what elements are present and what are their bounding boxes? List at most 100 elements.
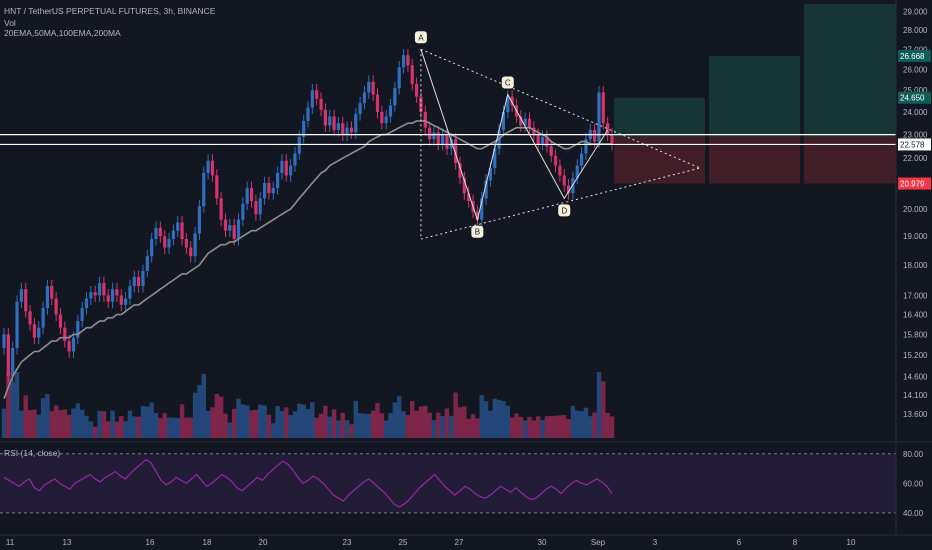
candle-body (367, 81, 371, 93)
volume-bar (427, 412, 432, 438)
price-label-box (898, 91, 931, 104)
price-axis[interactable]: 13.600 14.100 14.600 15.200 15.800 16.400 17.0… (895, 0, 928, 535)
rsi-label: RSI (14, close) (4, 448, 61, 458)
candle-body (249, 188, 254, 202)
candle-body (115, 289, 119, 296)
time-axis[interactable]: 11 13 16 18 20 23 25 27 30 Sep 3 6 8 10 (0, 534, 932, 547)
candle-body (232, 225, 236, 240)
price-tick-label: 18.000 (903, 261, 928, 270)
candle-body (106, 295, 110, 302)
candle-body (584, 139, 588, 154)
candle-body (119, 295, 123, 305)
volume-bar (531, 420, 537, 438)
volume-bar (527, 416, 532, 438)
candle-body (193, 233, 197, 257)
volume-bar (405, 415, 411, 438)
volume-bar (449, 415, 454, 438)
volume-bar (279, 410, 285, 438)
price-label-box (898, 49, 931, 62)
volume-bar (227, 422, 233, 438)
volume-bar (522, 420, 528, 438)
candle-body (24, 289, 28, 312)
candle-body (410, 65, 414, 84)
candle-body (102, 283, 106, 296)
price-tick-label: 15.800 (903, 330, 928, 339)
price-label-text: 26.668 (900, 52, 925, 61)
volume-bar (314, 417, 319, 438)
volume-bar (110, 410, 115, 438)
candle-body (262, 182, 267, 199)
candle-body (202, 172, 206, 207)
candle-body (297, 136, 301, 154)
candle-body (510, 96, 514, 106)
candle-body (458, 163, 462, 178)
volume-bar (349, 424, 354, 438)
volume-bar (596, 372, 602, 438)
volume-bar (336, 420, 341, 438)
volume-bar (514, 413, 519, 438)
candle-body (441, 134, 445, 144)
candle-body (189, 247, 193, 257)
candle-body (523, 118, 527, 126)
ema-line (3, 120, 612, 399)
volume-bar (331, 409, 337, 438)
candle-body (11, 347, 15, 377)
volume-bar (562, 415, 567, 438)
candle-body (284, 160, 288, 176)
candle-body (58, 314, 63, 328)
candle-body (553, 155, 558, 166)
volume-bar (231, 408, 237, 438)
volume-bar (544, 416, 550, 438)
volume-bar (292, 411, 298, 438)
candle-body (436, 132, 440, 144)
rsi-line (3, 459, 613, 508)
volume-bar (53, 405, 59, 438)
rsi-axis-label: 60.00 (903, 479, 924, 488)
price-tick-label: 29.000 (903, 7, 928, 16)
price-label-box (898, 177, 931, 190)
candle-body (67, 341, 71, 352)
volume-bar (483, 401, 489, 438)
volume-bar (588, 416, 593, 438)
target-zone (804, 4, 896, 137)
candle-body (302, 120, 306, 137)
volume-bar (19, 410, 24, 438)
candle-body (97, 283, 102, 296)
volume-bar (275, 406, 280, 438)
pattern-point-label: D (561, 206, 567, 215)
time-tick-label: 6 (737, 538, 742, 547)
price-labels: 26.668 24.650 22.578 20.979 (898, 49, 931, 190)
price-label-text: 24.650 (900, 94, 925, 103)
volume-bar (179, 404, 185, 438)
candle-body (80, 308, 84, 322)
volume-bar (6, 372, 11, 438)
candle-body (432, 132, 436, 140)
volume-bar (153, 412, 159, 438)
candle-body (210, 160, 215, 176)
volume-bar (288, 415, 293, 438)
candle-body (610, 134, 614, 144)
volume-bar (1, 408, 7, 438)
volume-bar (496, 399, 502, 438)
candle-body (406, 55, 410, 66)
volume-bar (162, 413, 167, 438)
volume-bar (410, 401, 415, 438)
volume-bar (462, 406, 467, 438)
volume-bar (475, 418, 480, 438)
volume-bar (119, 416, 124, 438)
candle-body (50, 286, 54, 299)
volume-bar (383, 420, 389, 438)
volume-bar (236, 398, 241, 438)
volume-bar (245, 405, 250, 438)
candle-body (132, 276, 136, 287)
volume-bar (370, 410, 376, 438)
candle-body (562, 175, 566, 186)
candle-body (110, 289, 115, 302)
candle-body (414, 83, 419, 97)
volume-bar (188, 417, 193, 438)
pattern-point-badge (501, 76, 514, 89)
candle-body (401, 55, 406, 68)
candle-body (137, 276, 141, 287)
candle-body (358, 103, 362, 115)
